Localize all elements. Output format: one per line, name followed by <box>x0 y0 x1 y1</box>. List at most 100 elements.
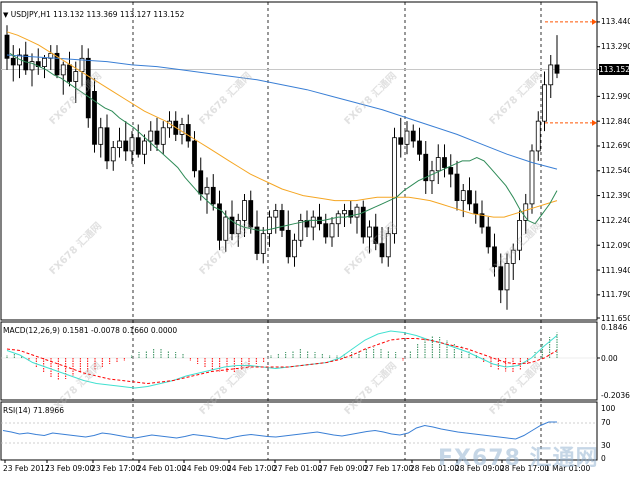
candle-body <box>192 140 197 172</box>
price-tick-label: 112.540 <box>601 166 630 176</box>
candle-body <box>204 186 210 195</box>
candle-body <box>185 124 191 142</box>
rsi-tick-100: 100 <box>601 404 616 413</box>
candle-body <box>285 229 291 258</box>
price-tick-label: 112.840 <box>601 116 630 126</box>
candle-body <box>235 220 241 235</box>
ohlc-values: 113.132 113.369 113.127 113.152 <box>53 10 185 19</box>
rsi-tick-30: 30 <box>601 441 611 450</box>
candle-body <box>492 246 497 268</box>
candle-body <box>279 210 285 231</box>
time-tick-label: 24 Feb 09:00 <box>182 464 232 473</box>
macd-pane <box>0 321 598 401</box>
candle-body <box>273 210 279 218</box>
candle-body <box>398 137 404 145</box>
candle-body <box>510 249 516 264</box>
macd-tick-zero: 0.00 <box>601 354 618 363</box>
price-tick-label: 113.290 <box>601 42 630 52</box>
candle-body <box>479 213 485 228</box>
current-price-tag: 113.152 <box>599 64 630 76</box>
price-tick-label: 112.240 <box>601 215 630 225</box>
candle-body <box>92 90 97 145</box>
candle-body <box>454 173 460 201</box>
fx678-logo: FX678 汇通网 <box>438 446 599 471</box>
price-pane <box>0 1 598 321</box>
candle-body <box>10 57 16 66</box>
candle-body <box>460 190 466 201</box>
candle-body <box>323 223 329 238</box>
macd-label: MACD(12,26,9) 0.1581 -0.0078 0.1660 0.00… <box>3 326 178 335</box>
candle-body <box>85 57 91 119</box>
candle-body <box>54 52 60 76</box>
candle-body <box>435 157 441 172</box>
candle-body <box>129 137 135 152</box>
candle-body <box>135 137 141 155</box>
macd-main-line <box>6 330 558 389</box>
dropdown-triangle-icon[interactable]: ▼ <box>3 11 9 19</box>
rsi-tick-70: 70 <box>601 418 611 427</box>
candle-body <box>154 130 160 145</box>
candle-body <box>404 130 410 145</box>
candle-body <box>292 239 297 258</box>
time-tick-label: 24 Feb 01:00 <box>137 464 187 473</box>
candle-body <box>267 216 272 235</box>
macd-tick-max: 0.1846 <box>601 323 628 332</box>
candle-body <box>298 220 304 241</box>
ma-fast-line <box>9 52 558 231</box>
candle-body <box>123 140 129 152</box>
candle-body <box>504 263 510 291</box>
time-tick-label: 27 Feb 09:00 <box>318 464 368 473</box>
candle-body <box>379 243 385 258</box>
candle-body <box>310 216 316 228</box>
candle-body <box>442 157 447 168</box>
candle-body <box>335 213 341 225</box>
candle-body <box>104 127 110 162</box>
time-tick-label: 23 Feb 09:00 <box>45 464 95 473</box>
candle-body <box>354 206 360 218</box>
rsi-tick-0: 0 <box>601 454 606 463</box>
rsi-pane <box>0 401 598 461</box>
candle-body <box>448 167 454 175</box>
candle-body <box>223 216 229 241</box>
candle-body <box>392 137 397 235</box>
candle-body <box>542 84 547 122</box>
time-tick-label: 24 Feb 17:00 <box>227 464 277 473</box>
candle-body <box>348 210 354 218</box>
candle-body <box>260 233 266 254</box>
candle-body <box>229 216 235 235</box>
candle-body <box>360 206 366 238</box>
candle-body <box>467 190 472 205</box>
candle-body <box>554 64 560 74</box>
candle-body <box>367 226 372 238</box>
candle-body <box>342 210 347 215</box>
candle-body <box>385 233 391 258</box>
time-tick-label: 1 Mar 01:00 <box>545 464 591 473</box>
symbol-header: ▼ USDJPY,H1 113.132 113.369 113.127 113.… <box>3 10 184 20</box>
candle-body <box>485 226 491 248</box>
ma-mid-line <box>6 31 558 218</box>
candle-body <box>217 203 222 241</box>
candle-body <box>210 186 216 205</box>
rsi-label: RSI(14) 71.8966 <box>3 406 64 415</box>
price-tick-label: 111.790 <box>601 290 630 300</box>
candle-body <box>498 266 504 291</box>
candle-body <box>4 34 10 59</box>
candle-body <box>373 226 379 244</box>
price-tick-label: 112.090 <box>601 240 630 250</box>
candle-body <box>110 147 116 162</box>
candle-body <box>98 127 104 145</box>
candle-body <box>410 130 416 142</box>
candle-body <box>142 140 147 155</box>
target-arrow-icon <box>592 18 597 25</box>
candle-body <box>29 61 35 71</box>
macd-tick-min: -0.2036 <box>601 391 630 400</box>
candle-body <box>117 140 122 149</box>
candle-body <box>548 64 554 86</box>
target-arrow-icon <box>592 119 597 126</box>
time-tick-label: 28 Feb 01:00 <box>410 464 460 473</box>
candle-body <box>67 64 72 82</box>
price-tick-label: 112.690 <box>601 141 630 151</box>
candle-body <box>160 127 166 145</box>
